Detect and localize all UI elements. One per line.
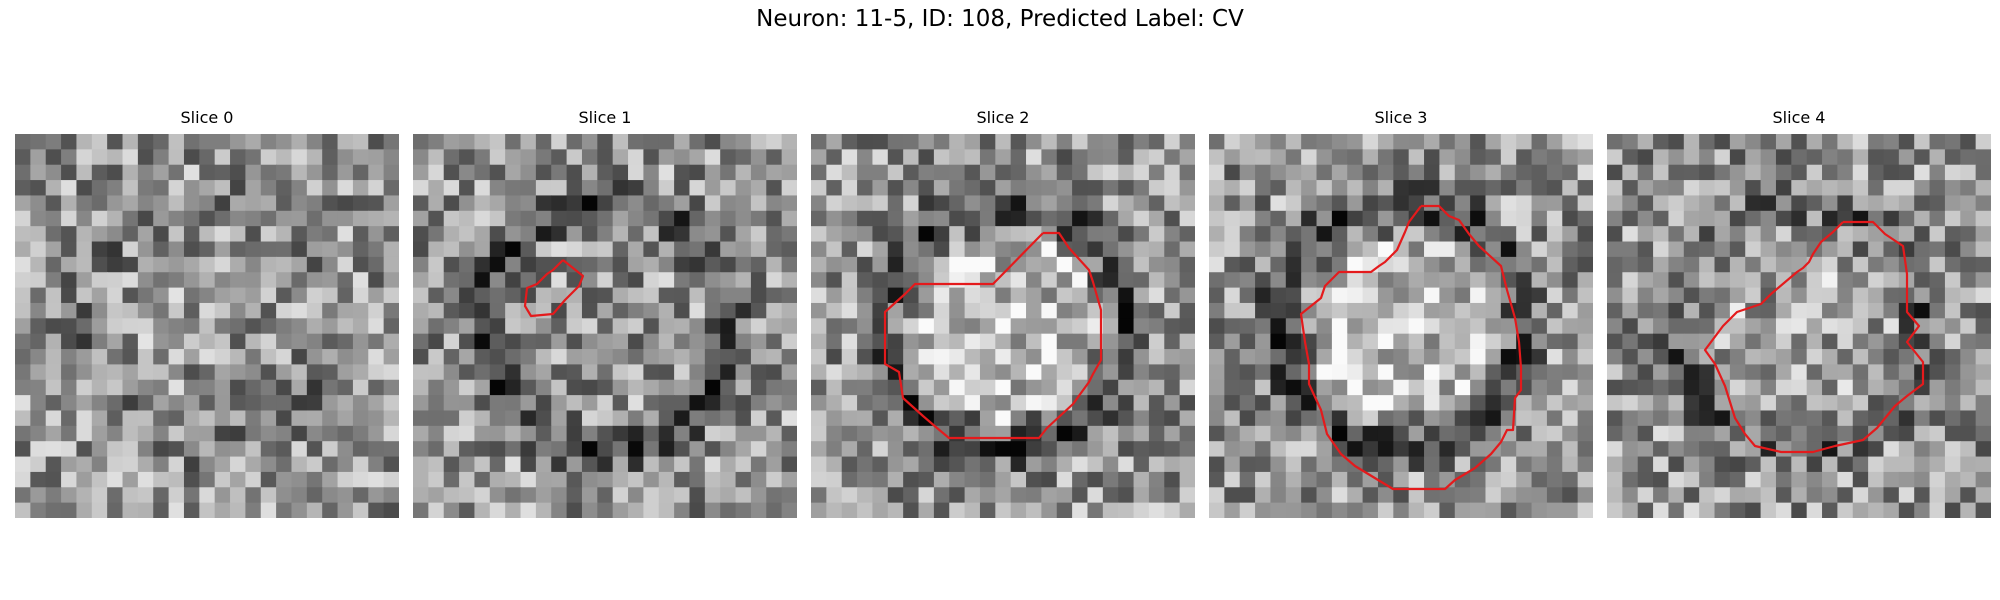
figure-title: Neuron: 11-5, ID: 108, Predicted Label: … — [756, 6, 1244, 32]
slice-title-1: Slice 1 — [578, 108, 632, 127]
segmentation-contour — [1299, 204, 1523, 491]
slice-image-1 — [413, 134, 797, 518]
slice-image-2 — [811, 134, 1195, 518]
slice-image-4 — [1607, 134, 1991, 518]
slice-title-2: Slice 2 — [976, 108, 1030, 127]
segmentation-contour — [883, 231, 1103, 440]
slice-title-4: Slice 4 — [1772, 108, 1826, 127]
segmentation-contour — [523, 259, 585, 318]
slice-image-0 — [15, 134, 399, 518]
segmentation-contour — [1703, 220, 1925, 454]
slice-image-3 — [1209, 134, 1593, 518]
slice-title-3: Slice 3 — [1374, 108, 1428, 127]
slice-title-0: Slice 0 — [180, 108, 234, 127]
